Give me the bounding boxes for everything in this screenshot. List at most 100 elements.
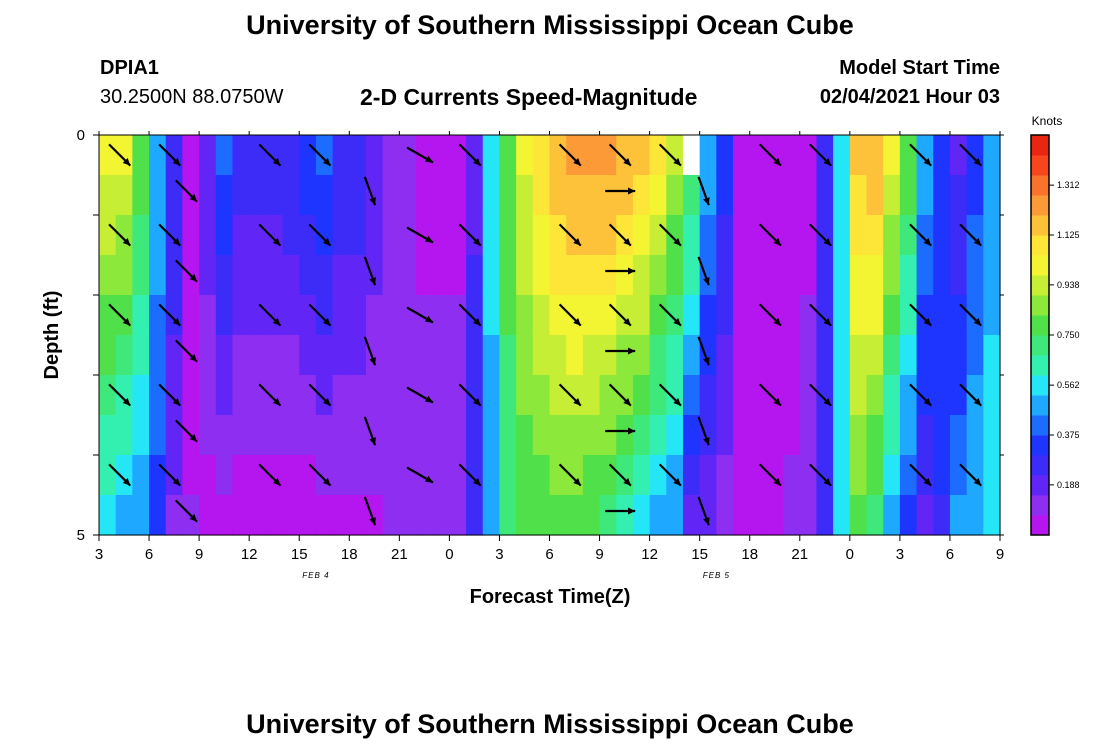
heatmap-cell — [399, 175, 417, 216]
heatmap-cell — [582, 455, 601, 496]
heatmap-cell — [716, 175, 734, 216]
current-arrow — [809, 303, 832, 327]
heatmap-cell — [332, 415, 350, 456]
heatmap-cell — [165, 335, 184, 376]
heatmap-cell — [199, 295, 217, 336]
heatmap-cell — [866, 495, 884, 536]
heatmap-cell — [616, 255, 634, 296]
heatmap-cell — [649, 455, 667, 496]
heatmap-cell — [783, 335, 801, 376]
heatmap-cell — [432, 495, 450, 536]
heatmap-cell — [666, 135, 684, 176]
heatmap-cell — [783, 295, 801, 336]
heatmap-cell — [149, 455, 167, 496]
heatmap-cell — [332, 455, 350, 496]
heatmap-cell — [99, 375, 117, 416]
heatmap-cell — [599, 455, 617, 496]
heatmap-cell — [766, 295, 784, 336]
heatmap-cell — [132, 335, 150, 376]
heatmap-cell — [182, 375, 200, 416]
current-arrow — [363, 256, 377, 286]
heatmap-cell — [332, 295, 350, 336]
current-arrow — [697, 416, 710, 446]
heatmap-cell — [649, 335, 667, 376]
current-arrow — [406, 226, 434, 244]
heatmap-cell — [933, 175, 951, 216]
colorbar-segment — [1031, 275, 1049, 296]
colorbar-tick-label: 0.562 — [1057, 380, 1080, 390]
heatmap-cell — [466, 375, 484, 416]
heatmap-cell — [165, 415, 184, 456]
heatmap-cell — [749, 255, 768, 296]
heatmap-cell — [432, 295, 450, 336]
current-arrow — [175, 499, 198, 523]
heatmap-cell — [99, 415, 117, 456]
heatmap-cell — [165, 295, 184, 336]
heatmap-cell — [632, 175, 651, 216]
heatmap-cell — [649, 415, 667, 456]
heatmap-cell — [783, 455, 801, 496]
heatmap-cell — [132, 135, 150, 176]
heatmap-cell — [916, 255, 934, 296]
colorbar-segment — [1031, 435, 1049, 456]
heatmap-cell — [182, 455, 200, 496]
current-arrow — [909, 143, 932, 167]
heatmap-cell — [899, 415, 918, 456]
heatmap-cell — [666, 215, 684, 256]
heatmap-cell — [382, 215, 400, 256]
heatmap-cell — [699, 335, 717, 376]
heatmap-cell — [549, 495, 567, 536]
colorbar-tick-label: 0.375 — [1057, 430, 1080, 440]
heatmap-cell — [599, 495, 617, 536]
heatmap-cell — [966, 415, 984, 456]
heatmap-cell — [632, 295, 651, 336]
heatmap-cell — [916, 295, 934, 336]
heatmap-cell — [499, 335, 517, 376]
heatmap-cell — [449, 255, 467, 296]
y-axis-label: Depth (ft) — [41, 291, 63, 380]
heatmap-cell — [883, 375, 901, 416]
heatmap-cell — [582, 175, 601, 216]
heatmap-cell — [833, 135, 851, 176]
heatmap-cell — [749, 295, 768, 336]
colorbar-segment — [1031, 415, 1049, 436]
colorbar-segment — [1031, 395, 1049, 416]
heatmap-cell — [416, 455, 434, 496]
heatmap-cell — [566, 415, 584, 456]
heatmap-cell — [282, 295, 300, 336]
heatmap-cell — [249, 495, 267, 536]
heatmap-cell — [766, 495, 784, 536]
x-tick-label: 9 — [996, 546, 1004, 563]
heatmap-cell — [299, 255, 317, 296]
heatmap-cell — [199, 375, 217, 416]
heatmap-cell — [249, 455, 267, 496]
heatmap-cell — [466, 295, 484, 336]
current-arrow — [458, 143, 482, 167]
heatmap-cell — [716, 335, 734, 376]
heatmap-cell — [632, 255, 651, 296]
heatmap-cell — [115, 215, 133, 256]
current-arrow — [959, 383, 983, 407]
heatmap-cell — [749, 415, 768, 456]
heatmap-cell — [699, 135, 717, 176]
current-arrow — [658, 143, 682, 167]
heatmap-cell — [949, 255, 968, 296]
heatmap-cell — [199, 175, 217, 216]
current-arrow — [175, 419, 198, 443]
heatmap-cell — [916, 455, 934, 496]
heatmap-cell — [883, 255, 901, 296]
heatmap-cell — [983, 295, 1001, 336]
heatmap-cell — [766, 415, 784, 456]
current-arrow — [363, 416, 377, 446]
heatmap-cell — [883, 295, 901, 336]
heatmap-cell — [165, 375, 184, 416]
heatmap-cell — [265, 295, 284, 336]
current-arrow — [308, 223, 332, 247]
heatmap-cell — [599, 255, 617, 296]
current-arrow — [558, 303, 582, 327]
heatmap-cell — [265, 375, 284, 416]
colorbar-segment — [1031, 295, 1049, 316]
heatmap-cell — [299, 335, 317, 376]
heatmap-cell — [566, 175, 584, 216]
heatmap-cell — [816, 495, 834, 536]
